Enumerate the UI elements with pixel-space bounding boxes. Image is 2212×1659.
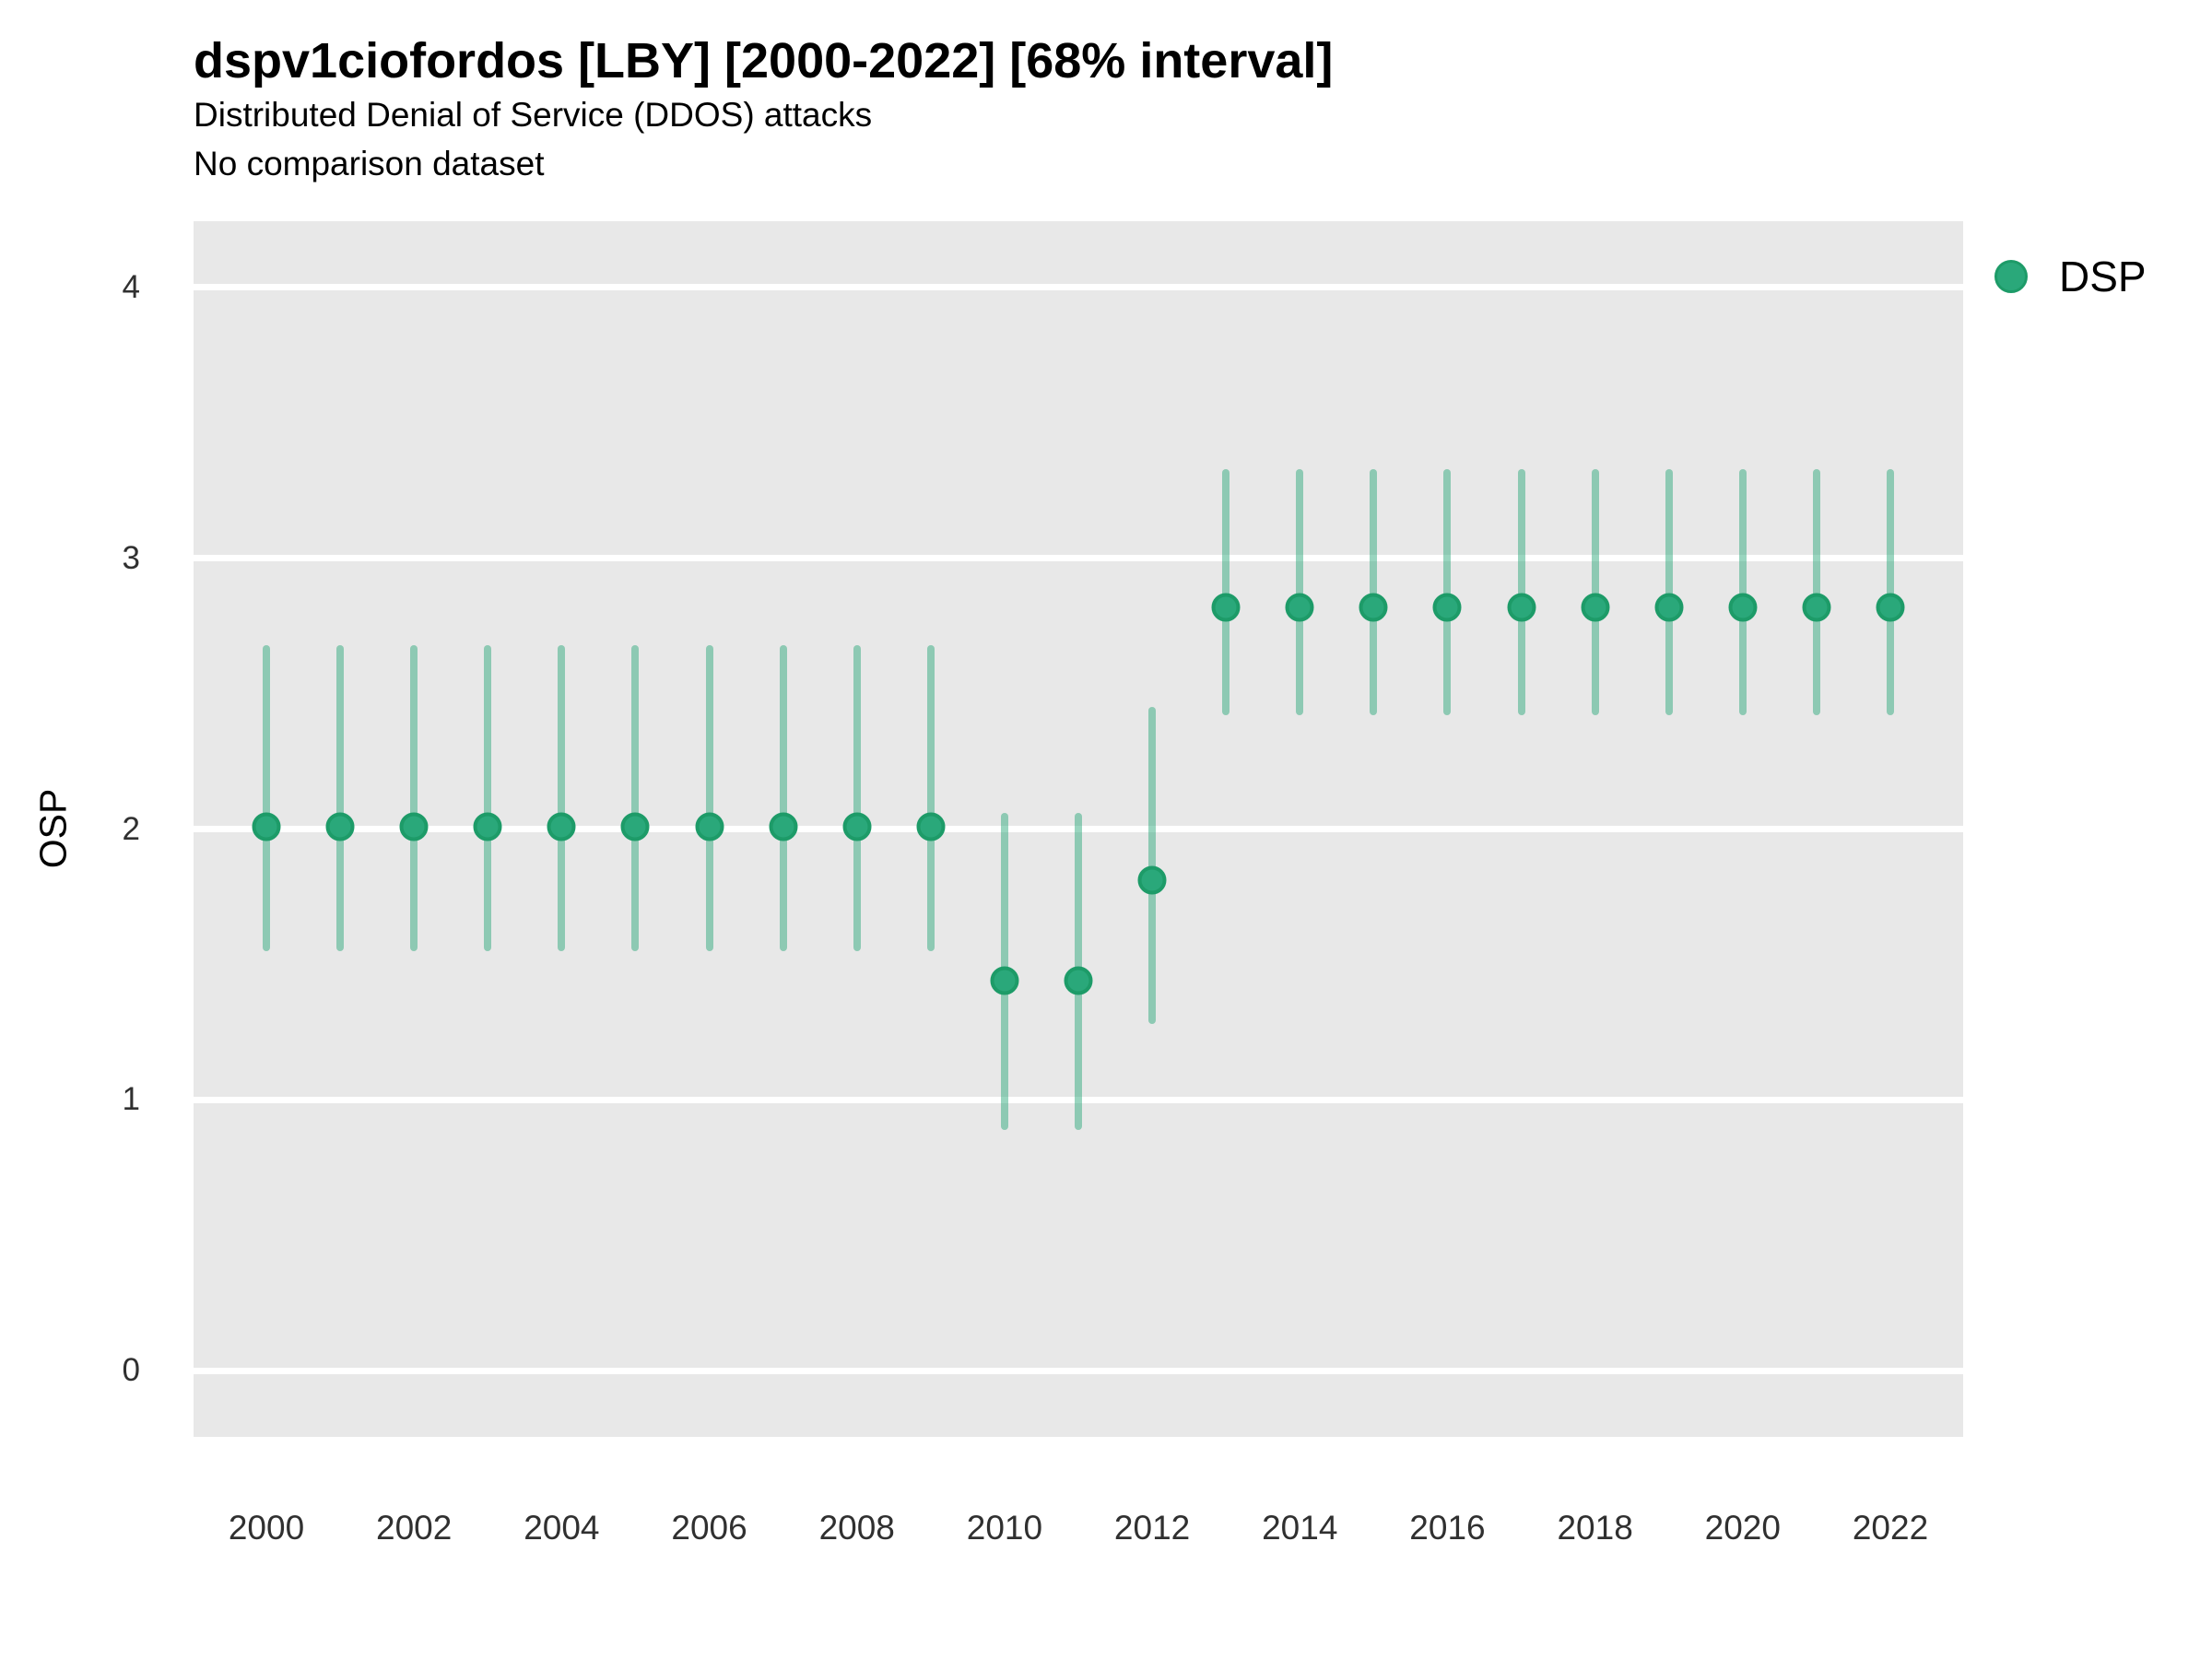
x-tick-label-2022: 2022 [1852,1509,1929,1547]
data-point-2004 [547,812,576,841]
data-point-2010 [990,966,1019,995]
x-tick-label-2018: 2018 [1557,1509,1633,1547]
interval-bar-2013 [1222,468,1230,716]
x-tick-label-2014: 2014 [1262,1509,1338,1547]
interval-bar-2002 [410,644,418,951]
data-point-2006 [695,812,724,841]
y-tick-label-3: 3 [122,539,140,576]
interval-bar-2009 [926,644,935,951]
interval-bar-2004 [558,644,566,951]
interval-bar-2021 [1812,468,1820,716]
data-point-2022 [1876,593,1905,622]
data-point-2000 [252,812,281,841]
x-tick-label-2012: 2012 [1113,1509,1191,1547]
chart-header: dspv1ciofordos [LBY] [2000-2022] [68% in… [194,31,1333,188]
data-point-2014 [1285,593,1314,622]
plot-panel [194,221,1963,1437]
legend-point-icon [1994,260,2028,293]
interval-bar-2016 [1443,468,1452,716]
data-point-2016 [1432,593,1462,622]
chart-note: No comparison dataset [194,145,545,182]
x-tick-label-2002: 2002 [376,1509,453,1547]
interval-bar-2005 [631,644,640,951]
data-point-2013 [1211,593,1241,622]
x-tick-label-2010: 2010 [966,1509,1043,1547]
data-point-2009 [916,812,946,841]
x-tick-label-2020: 2020 [1704,1509,1781,1547]
x-tick-label-2006: 2006 [671,1509,747,1547]
interval-bar-2014 [1296,468,1304,716]
gridline-y-3 [194,555,1963,562]
y-tick-label-0: 0 [122,1352,140,1389]
interval-bar-2018 [1591,468,1599,716]
chart-subtitle: Distributed Denial of Service (DDOS) att… [194,96,873,134]
data-point-2002 [399,812,429,841]
interval-bar-2006 [705,644,713,951]
x-tick-label-2008: 2008 [818,1509,895,1547]
interval-bar-2022 [1887,468,1894,716]
gridline-y-1 [194,1096,1963,1103]
data-point-2019 [1654,593,1684,622]
gridline-y-2 [194,826,1963,832]
gridline-y-0 [194,1367,1963,1374]
data-point-2001 [325,812,355,841]
data-point-2003 [473,812,502,841]
y-tick-label-2: 2 [122,810,140,847]
x-tick-label-2016: 2016 [1409,1509,1486,1547]
data-point-2018 [1581,593,1610,622]
interval-bar-2017 [1517,468,1525,716]
data-point-2021 [1802,593,1831,622]
legend-label: DSP [2059,253,2147,300]
data-point-2017 [1507,593,1536,622]
data-point-2020 [1728,593,1758,622]
data-point-2011 [1064,966,1093,995]
interval-bar-2019 [1665,468,1673,716]
data-point-2008 [842,812,872,841]
data-point-2012 [1137,865,1167,895]
x-tick-label-2000: 2000 [228,1509,305,1547]
interval-bar-2003 [484,644,492,951]
interval-bar-2008 [853,644,861,951]
interval-bar-2020 [1738,468,1747,716]
interval-bar-2007 [779,644,787,951]
data-point-2007 [769,812,798,841]
interval-bar-2015 [1370,468,1378,716]
x-tick-label-2004: 2004 [524,1509,600,1547]
interval-bar-2012 [1148,707,1157,1024]
interval-bar-2001 [336,644,345,951]
chart-title: dspv1ciofordos [LBY] [2000-2022] [68% in… [194,33,1334,88]
y-tick-label-1: 1 [122,1081,140,1118]
gridline-y-4 [194,284,1963,291]
data-point-2005 [620,812,650,841]
y-tick-label-4: 4 [122,268,140,305]
interval-bar-2000 [263,644,270,951]
data-point-2015 [1359,593,1388,622]
